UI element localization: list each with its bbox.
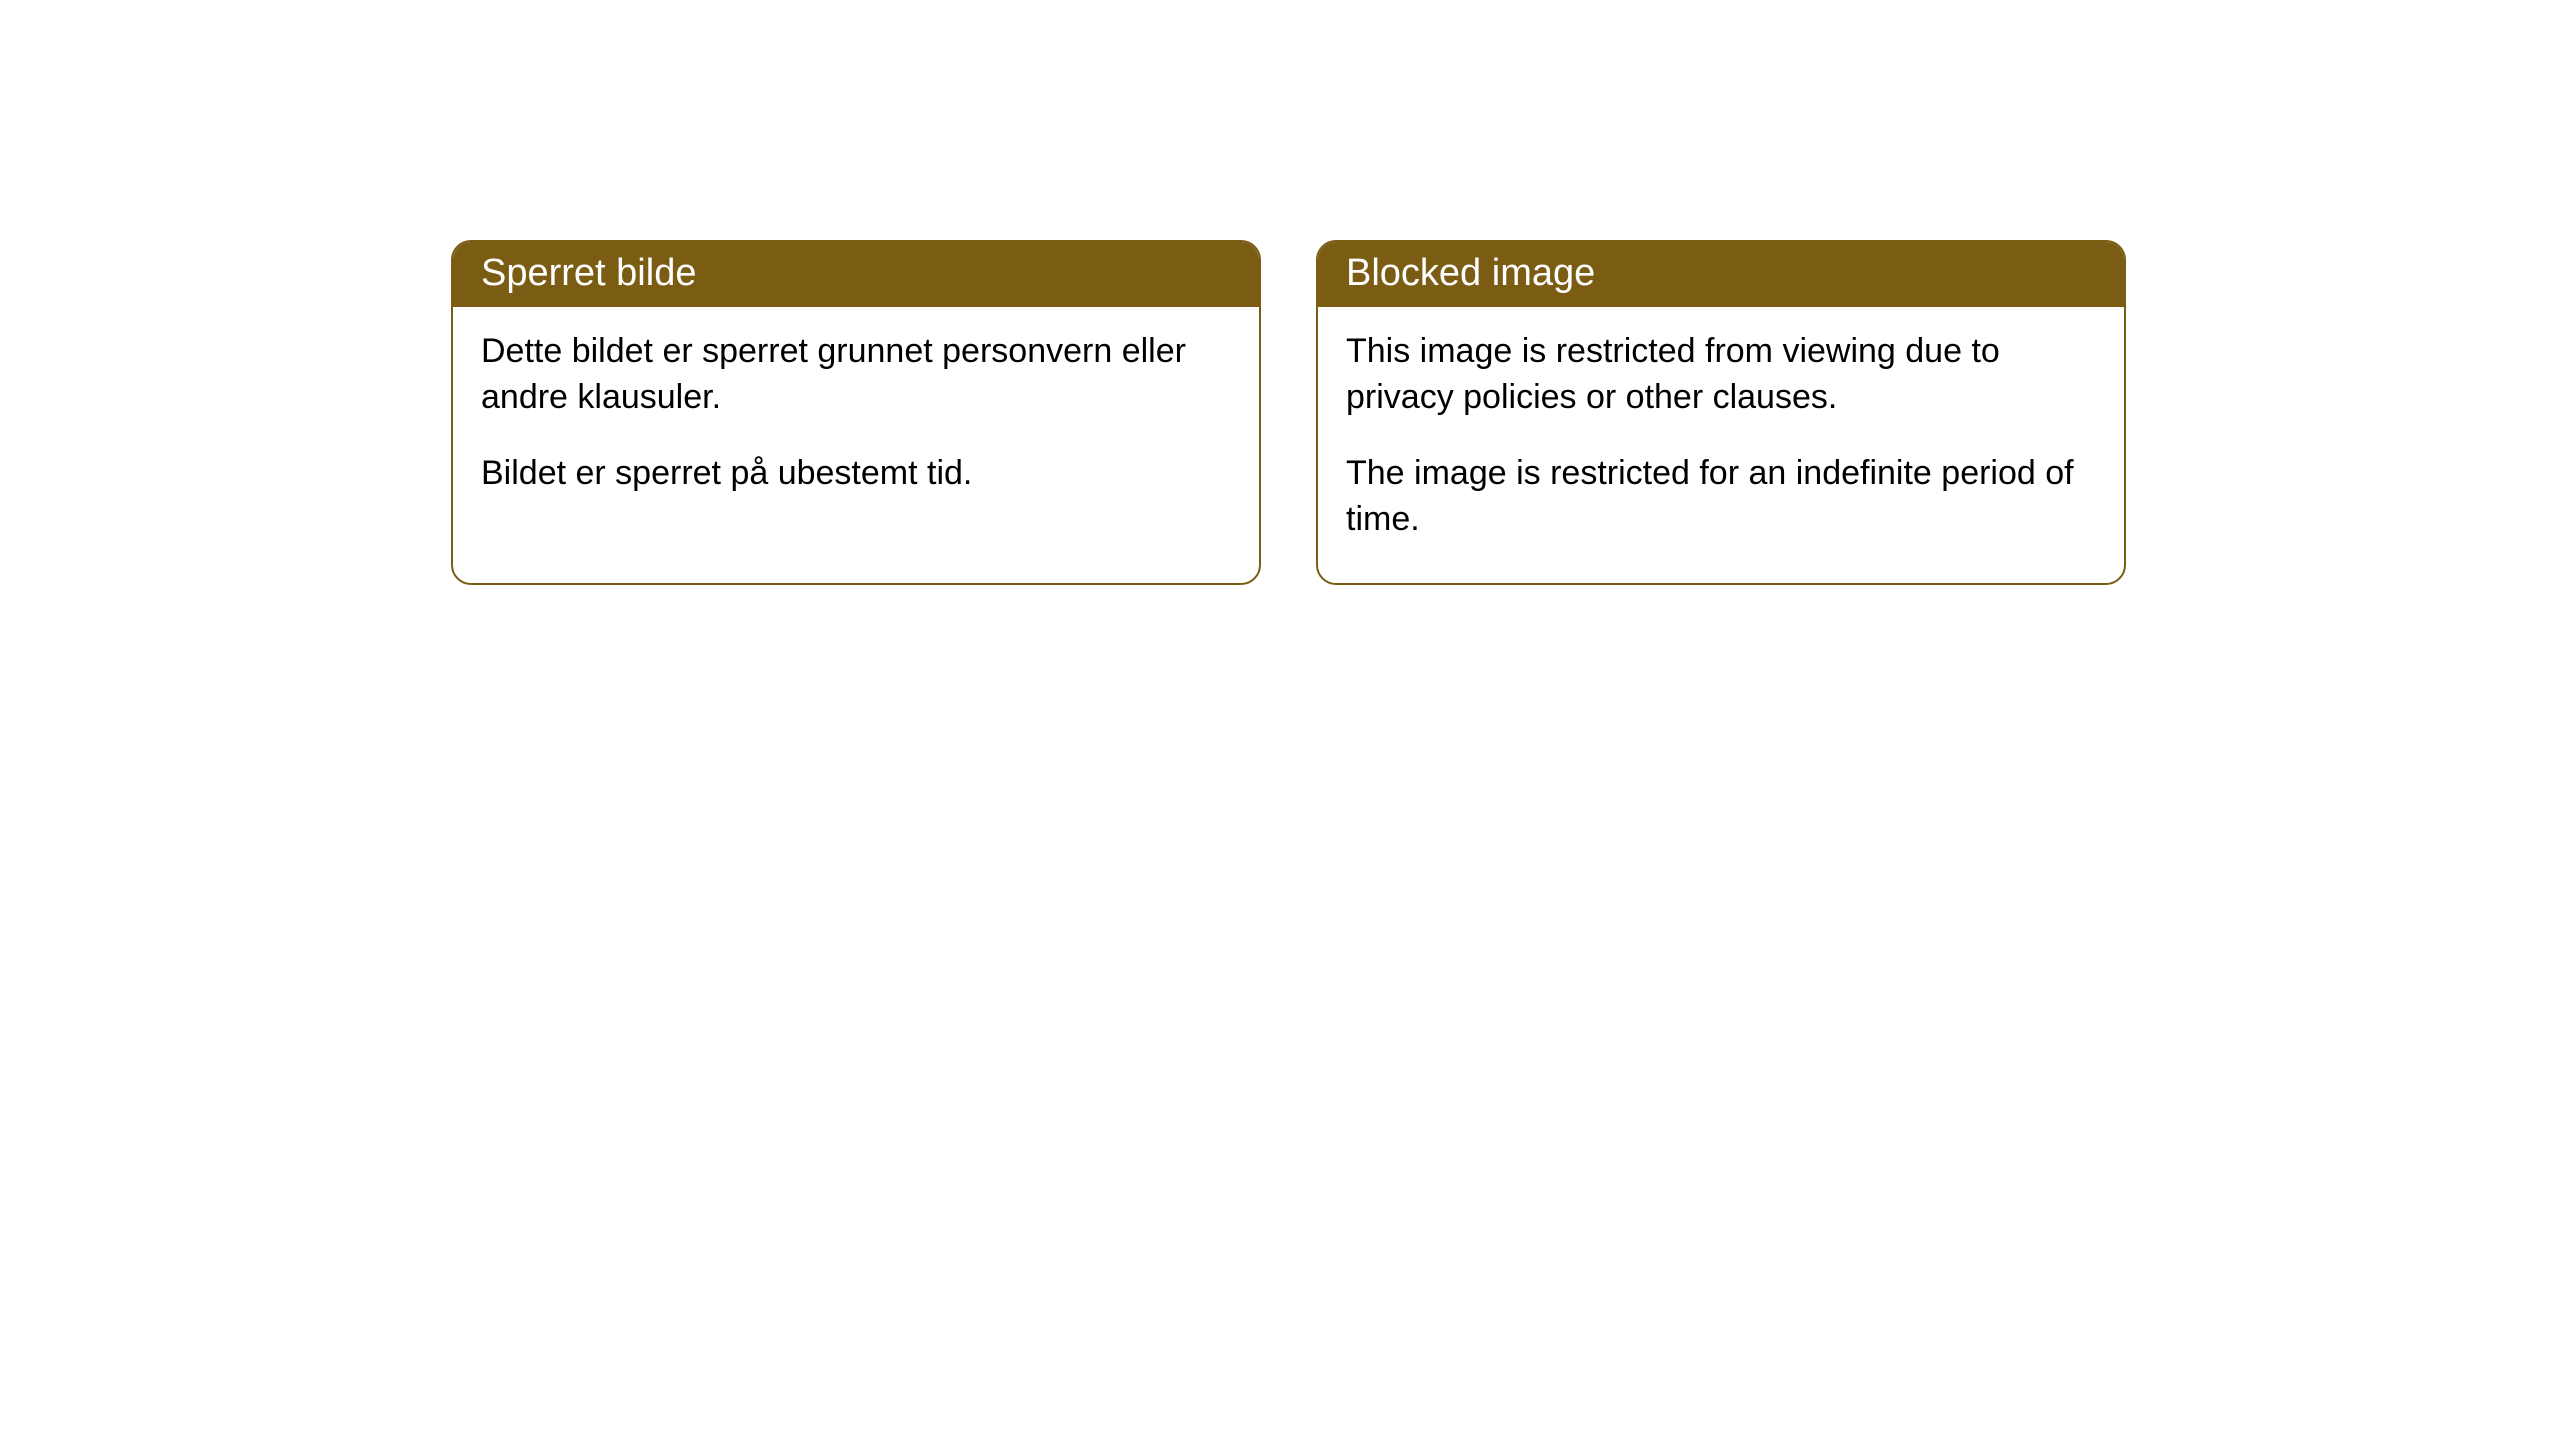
notice-paragraph: Bildet er sperret på ubestemt tid. — [481, 451, 1231, 497]
card-header: Sperret bilde — [453, 242, 1259, 307]
notice-card-norwegian: Sperret bilde Dette bildet er sperret gr… — [451, 240, 1261, 585]
notice-container: Sperret bilde Dette bildet er sperret gr… — [0, 0, 2560, 585]
notice-card-english: Blocked image This image is restricted f… — [1316, 240, 2126, 585]
notice-paragraph: Dette bildet er sperret grunnet personve… — [481, 329, 1231, 421]
notice-paragraph: The image is restricted for an indefinit… — [1346, 451, 2096, 543]
card-body: Dette bildet er sperret grunnet personve… — [453, 307, 1259, 537]
notice-paragraph: This image is restricted from viewing du… — [1346, 329, 2096, 421]
card-header: Blocked image — [1318, 242, 2124, 307]
card-body: This image is restricted from viewing du… — [1318, 307, 2124, 583]
